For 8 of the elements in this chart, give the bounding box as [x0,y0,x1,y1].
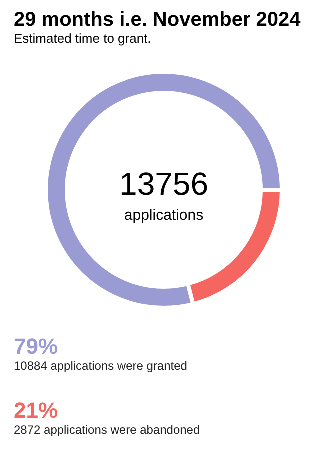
text: 79% [14,334,58,359]
text: 13756 [120,166,208,202]
text: applications [124,207,204,224]
chart-title: 29 months i.e. November 2024 [14,9,302,31]
chart-subtitle: Estimated time to grant. [14,31,152,46]
text: 10884 applications were granted [14,359,188,373]
text: 2872 applications were abandoned [14,423,200,437]
text: 21% [14,398,58,423]
